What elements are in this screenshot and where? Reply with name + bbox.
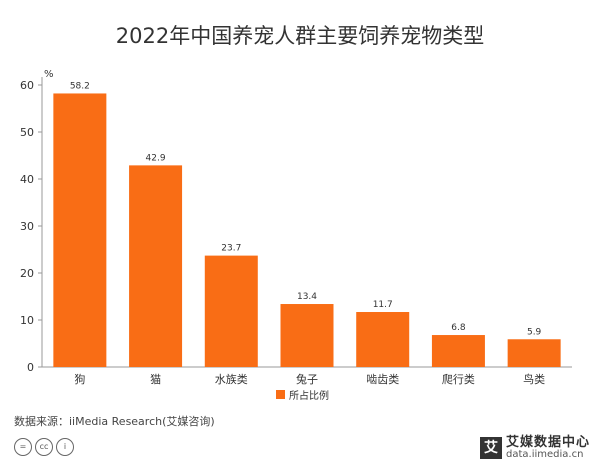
y-tick-label: 60 [20,79,34,92]
data-label: 23.7 [221,244,241,254]
y-axis-unit: % [44,69,54,80]
legend-swatch [276,390,285,399]
cc-icon: cc [35,438,53,456]
watermark-url: data.iimedia.cn [505,448,584,460]
person-icon: i [56,438,74,456]
watermark: 艾 艾媒数据中心 data.iimedia.cn [479,435,590,460]
y-tick-label: 10 [20,314,34,327]
x-tick-label: 啮齿类 [366,372,399,386]
chart-title: 2022年中国养宠人群主要饲养宠物类型 [115,24,485,48]
y-tick-label: 50 [20,126,34,139]
data-label: 5.9 [527,327,542,337]
y-tick-label: 20 [20,267,34,280]
bar [431,335,485,367]
equals-icon: = [14,438,32,456]
y-tick-label: 0 [27,361,34,374]
watermark-logo: 艾 [479,437,502,460]
y-tick-label: 40 [20,173,34,186]
bar-chart: % 0 10 20 30 40 50 60 58.2 狗 42.9 猫 23.7 水族类 13.4 兔子 11.… [20,69,572,402]
bar [204,255,258,367]
bar [53,93,107,368]
data-label: 58.2 [70,81,90,91]
data-label: 6.8 [451,323,466,333]
watermark-name: 艾媒数据中心 [505,435,590,450]
bar [507,339,561,367]
data-label: 42.9 [146,153,166,163]
data-source: 数据来源：iiMedia Research(艾媒咨询) [14,415,215,428]
x-tick-label: 狗 [74,373,85,386]
legend-label: 所占比例 [289,389,329,402]
y-tick-label: 30 [20,220,34,233]
bar [280,304,334,367]
data-label: 11.7 [373,300,393,310]
bar [129,165,183,367]
x-tick-label: 鸟类 [523,372,545,386]
x-tick-label: 猫 [150,373,161,386]
data-label: 13.4 [297,292,317,302]
license-icons: = cc i [14,438,74,456]
bar [356,312,410,367]
x-tick-label: 兔子 [296,372,318,386]
x-tick-label: 爬行类 [442,372,475,386]
x-tick-label: 水族类 [215,372,248,386]
